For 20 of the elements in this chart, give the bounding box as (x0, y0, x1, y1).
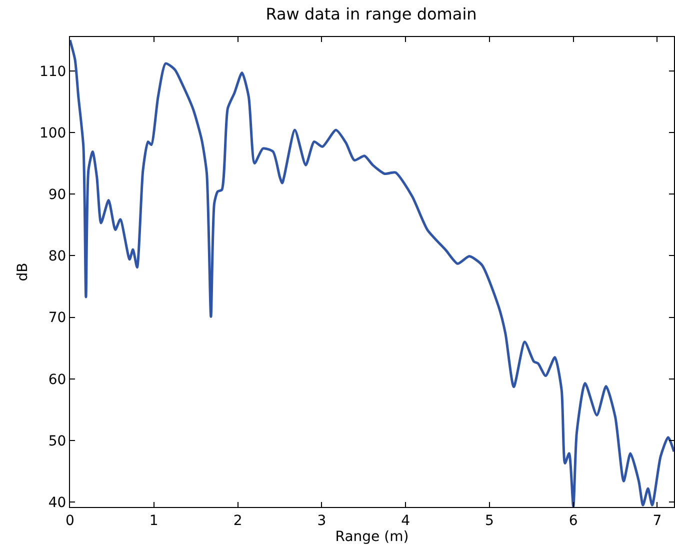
x-axis-title: Range (m) (335, 528, 409, 545)
x-tick-label: 6 (568, 512, 578, 529)
x-tick-label: 1 (149, 512, 158, 529)
line-series (70, 38, 674, 507)
y-axis-title: dB (15, 262, 32, 282)
y-tick-label: 50 (48, 433, 66, 450)
x-tick-label: 0 (66, 512, 74, 529)
y-tick-label: 100 (39, 125, 66, 142)
y-tick-label: 60 (48, 372, 66, 388)
y-tick-label: 80 (48, 248, 66, 265)
x-tick-label: 4 (401, 512, 410, 529)
chart-title: Raw data in range domain (266, 4, 477, 24)
x-tick-label: 2 (233, 512, 242, 529)
y-tick-label: 70 (48, 310, 66, 326)
y-tick-label: 90 (48, 186, 66, 203)
y-tick-label: 40 (48, 494, 66, 511)
x-tick-label: 5 (484, 512, 494, 529)
y-tick-label: 110 (39, 64, 66, 80)
x-tick-label: 3 (317, 512, 326, 529)
x-tick-label: 7 (652, 512, 662, 529)
